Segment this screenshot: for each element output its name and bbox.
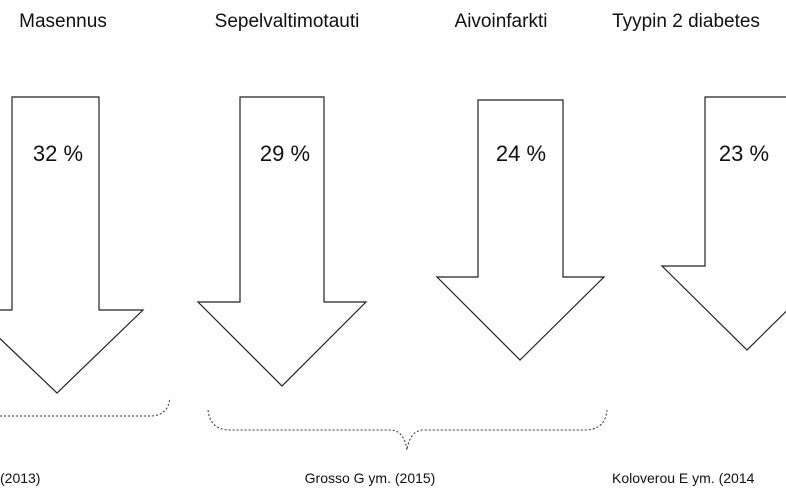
brace (0, 397, 171, 417)
percentage: 23 % (719, 141, 769, 166)
label: Tyypin 2 diabetes (612, 11, 760, 32)
percentage: 24 % (496, 141, 546, 166)
arrow (435, 99, 606, 361)
arrow (0, 96, 145, 394)
label: Sepelvaltimotauti (215, 11, 360, 32)
percentage: 32 % (33, 141, 83, 166)
percentage: 29 % (260, 141, 310, 166)
source: Grosso G ym. (2015) (305, 470, 436, 486)
label: Aivoinfarkti (455, 11, 548, 32)
arrow (196, 96, 368, 387)
source: (2013) (0, 470, 40, 486)
arrow (660, 96, 786, 351)
brace (207, 409, 608, 451)
label: Masennus (19, 11, 107, 32)
source: Koloverou E ym. (2014 (612, 470, 755, 486)
